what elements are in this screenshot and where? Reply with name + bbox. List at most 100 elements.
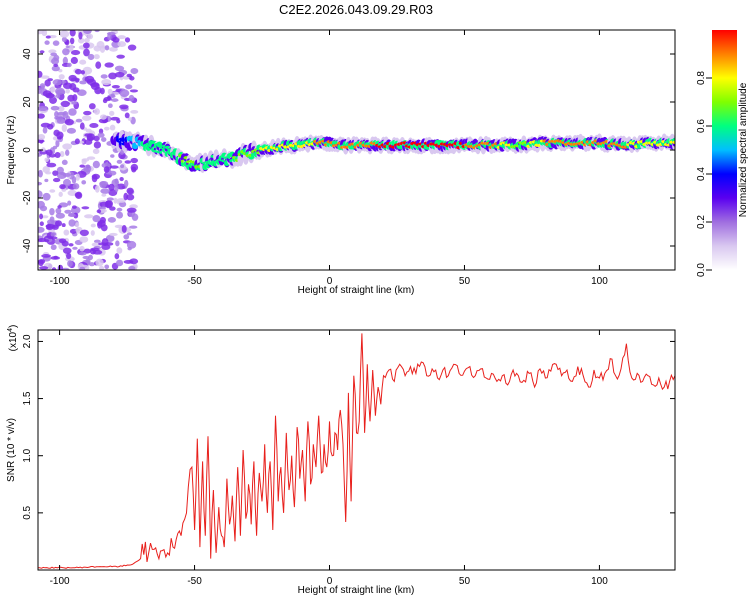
noise-blob [53, 129, 60, 137]
noise-blob [74, 68, 82, 75]
snr-panel: -100 -50 0 50 100 0.5 1.0 1.5 2.0 Height of str… [6, 325, 676, 596]
noise-blob [55, 139, 60, 148]
noise-blob [84, 214, 94, 219]
noise-blob [93, 54, 100, 60]
noise-blob [114, 253, 120, 260]
noise-blob [41, 254, 51, 258]
noise-blob [127, 44, 137, 51]
noise-blob [123, 192, 129, 201]
x-tick-label: -100 [50, 276, 70, 287]
noise-blob [116, 207, 123, 212]
noise-blob [116, 247, 123, 254]
noise-blob [38, 181, 43, 186]
noise-blob [103, 166, 110, 173]
noise-blob [109, 124, 116, 131]
noise-blob [65, 88, 70, 94]
noise-blob [108, 183, 115, 191]
ridge-blob [672, 140, 675, 144]
noise-blob [75, 191, 83, 200]
figure-title: C2E2.2026.043.09.29.R03 [279, 2, 433, 17]
noise-blob [115, 259, 124, 267]
noise-blob [109, 232, 118, 237]
noise-blob [99, 265, 105, 270]
noise-blob [110, 154, 115, 158]
noise-blob [89, 122, 99, 129]
noise-blob [82, 42, 90, 49]
noise-blob [92, 148, 100, 155]
x-tick-label: 50 [459, 276, 471, 287]
noise-blob [62, 172, 72, 177]
noise-blob [129, 258, 139, 265]
noise-blob [58, 191, 63, 197]
noise-blob [41, 215, 49, 219]
noise-blob [53, 255, 59, 260]
noise-blob [104, 264, 110, 270]
noise-blob [78, 251, 87, 256]
noise-blob [86, 156, 96, 160]
noise-blob [55, 207, 62, 215]
noise-blob [92, 214, 101, 223]
noise-blob [38, 134, 46, 141]
noise-blob [64, 209, 72, 214]
noise-blob [61, 223, 66, 228]
noise-blob [99, 216, 106, 224]
noise-blob [99, 180, 109, 187]
noise-blob [41, 30, 48, 37]
noise-blob [51, 65, 60, 72]
noise-blob [62, 143, 73, 150]
noise-blob [46, 219, 55, 225]
noise-blob [52, 145, 58, 150]
snr-xlabel: Height of straight line (km) [298, 585, 415, 596]
noise-blob [48, 49, 57, 54]
noise-blob [111, 85, 120, 89]
noise-blob [116, 198, 126, 203]
noise-blob [79, 80, 87, 85]
noise-blob [77, 37, 85, 44]
snr-yscale: (x104) [7, 325, 19, 352]
x-tick-label: 0 [327, 276, 333, 287]
noise-blob [78, 31, 83, 40]
noise-blob [94, 185, 100, 193]
noise-blob [58, 74, 65, 80]
noise-blob [99, 114, 107, 120]
noise-blob [75, 118, 83, 123]
noise-blob [63, 178, 71, 187]
noise-blob [88, 254, 93, 261]
noise-blob [83, 164, 92, 173]
x-tick-label: 0 [327, 576, 333, 587]
spectrogram-ylabel: Frequency (Hz) [6, 116, 17, 185]
noise-blob [44, 157, 49, 163]
noise-blob [71, 101, 78, 105]
noise-blob [114, 224, 124, 229]
y-tick-label: 0 [22, 147, 33, 153]
noise-blob [119, 89, 130, 98]
noise-blob [83, 110, 92, 116]
noise-blob [75, 173, 80, 181]
y-tick-label: 0.5 [22, 505, 33, 519]
noise-blob [62, 56, 68, 65]
noise-blob [44, 178, 49, 183]
noise-blob [38, 259, 46, 264]
noise-blob [106, 197, 114, 201]
noise-blob [79, 229, 89, 237]
noise-blob [74, 138, 80, 145]
noise-blob [111, 98, 119, 102]
noise-blob [90, 223, 96, 228]
noise-blob [95, 61, 102, 69]
colorbar: 0.0 0.2 0.4 0.6 0.8 Normalized spectral ampl… [696, 30, 749, 277]
noise-blob [42, 192, 51, 201]
noise-blob [42, 90, 52, 97]
noise-blob [44, 79, 51, 87]
noise-blob [66, 127, 77, 134]
noise-blob [55, 87, 65, 95]
snr-ylabel: SNR (10 * v/v) [6, 418, 17, 482]
noise-blob [55, 212, 65, 219]
noise-blob [45, 149, 53, 156]
noise-blob [67, 260, 73, 267]
spectrogram-content [38, 30, 675, 270]
noise-blob [125, 84, 133, 90]
noise-blob [84, 133, 93, 137]
noise-blob [116, 183, 126, 190]
noise-blob [75, 78, 80, 83]
noise-blob [57, 264, 64, 270]
